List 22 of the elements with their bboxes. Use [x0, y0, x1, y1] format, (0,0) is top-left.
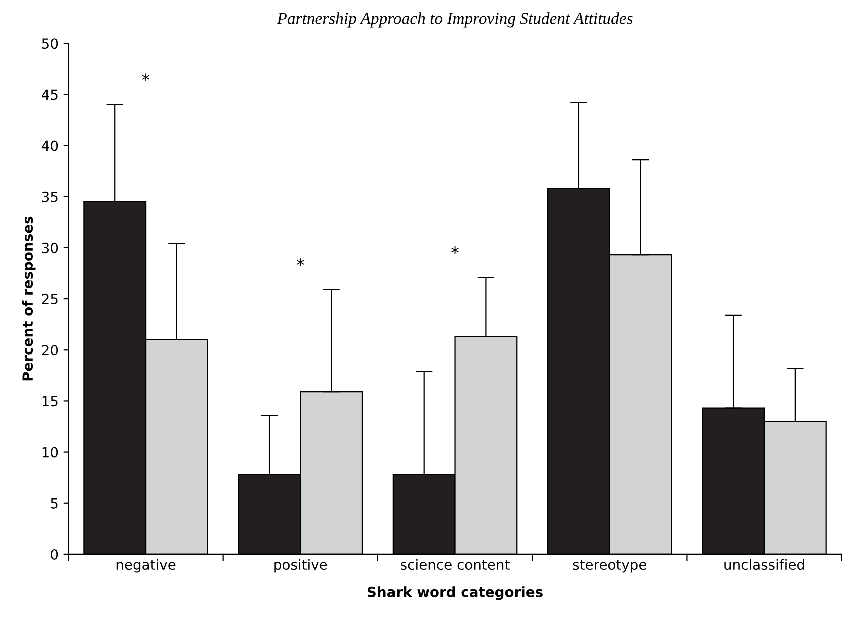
annotation: *	[142, 74, 150, 82]
y-tick-label: 5	[51, 498, 58, 509]
y-tick-label: 45	[42, 90, 58, 100]
y-tick-label: 25	[42, 294, 58, 305]
y-tick-label: 50	[42, 38, 58, 50]
y-tick-label: 30	[42, 242, 58, 254]
x-tick-label: negative	[116, 559, 176, 573]
x-tick-label: unclassified	[724, 559, 804, 570]
y-tick-label: 15	[42, 396, 58, 407]
x-tick-label: positive	[274, 559, 328, 573]
annotation: *	[296, 258, 304, 266]
y-tick-label: 40	[42, 140, 58, 152]
y-tick-label: 10	[42, 447, 58, 458]
y-tick-label: 20	[42, 345, 58, 356]
y-tick-label: 0	[51, 549, 58, 560]
y-tick-label: 35	[42, 192, 58, 202]
chart-title: Partnership Approach to Improving Student Attitudes	[277, 12, 633, 28]
x-axis-title: Shark word categories	[368, 586, 543, 600]
x-tick-label: science content	[401, 559, 510, 570]
x-tick-label: stereotype	[573, 560, 646, 573]
annotation: *	[452, 246, 459, 254]
y-axis-title: Percent of responses	[22, 216, 36, 381]
